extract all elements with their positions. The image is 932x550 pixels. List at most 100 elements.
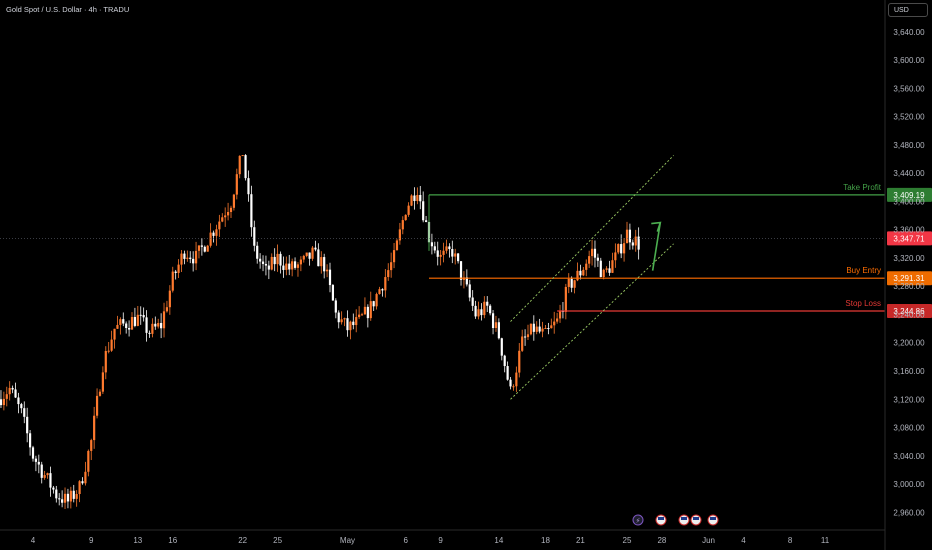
candle-up — [299, 259, 302, 265]
x-tick-label: 25 — [273, 536, 282, 545]
candle-up — [119, 319, 122, 325]
overlay-layer: Take Profit 3,409.19 Buy Entry 3,291.31 Stop… — [0, 155, 932, 400]
candle-down — [570, 278, 573, 288]
candle-up — [101, 372, 104, 392]
candle-up — [311, 247, 314, 259]
candle-down — [422, 201, 425, 221]
candle-up — [387, 270, 390, 278]
y-tick-label: 3,080.00 — [893, 424, 925, 433]
candle-down — [334, 300, 337, 313]
us-event-icon[interactable] — [678, 514, 690, 526]
candle-down — [133, 317, 137, 326]
candle-down — [20, 404, 23, 409]
candle-layer — [0, 154, 640, 510]
candle-up — [573, 280, 576, 288]
candle-up — [585, 263, 588, 270]
channel-lower-line — [510, 243, 674, 400]
candle-down — [500, 338, 503, 356]
candle-up — [445, 246, 448, 251]
candle-down — [81, 481, 84, 484]
candle-up — [78, 481, 81, 495]
candle-down — [451, 249, 454, 257]
x-tick-label: 6 — [403, 536, 408, 545]
currency-button[interactable]: USD — [888, 3, 928, 17]
x-tick-label: 9 — [89, 536, 94, 545]
candle-down — [509, 379, 512, 387]
candle-up — [358, 314, 361, 318]
candle-up — [63, 493, 67, 503]
candle-down — [317, 249, 320, 267]
candle-down — [14, 389, 17, 398]
candle-up — [588, 256, 591, 264]
candle-up — [622, 243, 626, 254]
candle-down — [11, 387, 14, 390]
y-tick-label: 3,320.00 — [893, 254, 925, 263]
y-tick-label: 3,520.00 — [893, 113, 925, 122]
candle-up — [369, 301, 372, 319]
candle-down — [282, 265, 285, 270]
x-tick-label: 13 — [133, 536, 142, 545]
channel-upper-line — [510, 155, 674, 322]
us-event-icon[interactable] — [655, 514, 667, 526]
level-price-tag — [887, 304, 932, 319]
candle-down — [506, 366, 509, 380]
candle-down — [448, 246, 451, 250]
candle-down — [489, 305, 492, 314]
candle-up — [390, 262, 393, 271]
candle-up — [215, 229, 218, 236]
candle-up — [151, 323, 154, 334]
symbol-title[interactable]: Gold Spot / U.S. Dollar · 4h · TRADU — [6, 5, 130, 14]
candle-down — [424, 220, 428, 222]
candle-down — [160, 323, 163, 329]
candle-down — [279, 253, 282, 266]
candle-up — [113, 328, 116, 340]
candle-down — [189, 257, 192, 259]
candle-up — [157, 323, 160, 327]
candle-up — [136, 314, 139, 326]
us-event-icon[interactable] — [707, 514, 719, 526]
candle-up — [186, 257, 189, 259]
candle-down — [631, 242, 634, 246]
candle-up — [69, 490, 72, 502]
x-tick-label: 8 — [788, 536, 793, 545]
candle-down — [620, 244, 623, 254]
candle-down — [66, 493, 70, 502]
candle-up — [375, 294, 378, 307]
candle-down — [413, 195, 416, 202]
candle-up — [75, 494, 78, 499]
candle-down — [547, 328, 550, 330]
lightning-event-icon[interactable]: ⚡ — [632, 514, 644, 526]
y-tick-label: 2,960.00 — [893, 508, 925, 517]
x-tick-label: 22 — [238, 536, 247, 545]
level-price-tag — [887, 271, 932, 286]
candle-down — [55, 489, 58, 499]
x-tick-label: 9 — [438, 536, 443, 545]
candle-up — [171, 271, 174, 291]
candle-down — [253, 227, 256, 246]
candle-down — [31, 447, 35, 459]
candle-up — [567, 278, 570, 287]
candle-down — [261, 261, 265, 264]
candle-up — [340, 319, 343, 323]
candle-up — [355, 317, 358, 326]
candle-up — [270, 256, 273, 270]
candle-down — [148, 332, 151, 334]
candle-up — [535, 326, 538, 332]
candle-up — [558, 310, 562, 319]
y-tick-label: 3,440.00 — [893, 169, 925, 178]
level-price-tag — [887, 187, 932, 202]
candle-up — [398, 229, 401, 241]
y-tick-label: 3,160.00 — [893, 367, 925, 376]
flag-canton — [693, 517, 699, 520]
candle-down — [480, 309, 483, 316]
candle-up — [521, 336, 524, 351]
candle-up — [625, 229, 629, 244]
candle-up — [582, 269, 585, 276]
candle-up — [614, 252, 617, 261]
candle-up — [564, 286, 567, 312]
us-event-icon[interactable] — [690, 514, 702, 526]
candle-up — [43, 475, 46, 478]
x-tick-label: 11 — [821, 536, 830, 545]
candle-down — [23, 408, 26, 417]
